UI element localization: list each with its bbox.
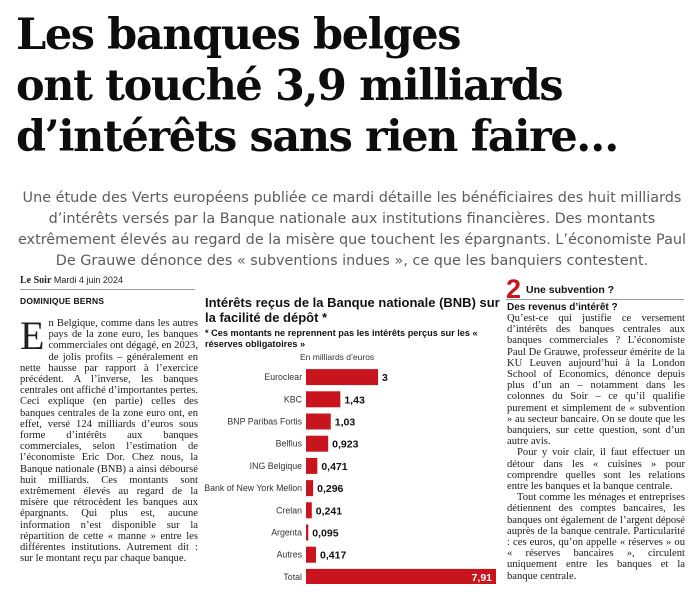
- publication-meta: Le Soir Mardi 4 juin 2024: [20, 275, 123, 286]
- value-label: 0,095: [312, 528, 338, 540]
- author-byline: DOMINIQUE BERNS: [20, 296, 105, 306]
- value-label: 1,43: [344, 394, 365, 406]
- value-label: 0,471: [321, 461, 347, 473]
- article-text: n Belgique, comme dans les autres pays d…: [20, 318, 198, 565]
- article-headline: Les banques belges ont touché 3,9 millia…: [16, 10, 686, 163]
- divider: [506, 299, 684, 300]
- drop-cap: E: [20, 313, 45, 358]
- value-label: 0,417: [320, 550, 346, 562]
- category-label: Crelan: [276, 505, 302, 515]
- divider: [20, 289, 195, 290]
- article-lead: Une étude des Verts européens publiée ce…: [17, 190, 687, 269]
- sidebar-paragraph: Qu’est-ce qui justifie ce versement d’in…: [507, 313, 685, 448]
- bar: [306, 457, 318, 474]
- bar: [306, 524, 309, 541]
- chart-footnote: * Ces montants ne reprennent pas les int…: [205, 328, 478, 349]
- value-label: 1,03: [335, 417, 356, 429]
- value-label: 0,296: [317, 483, 343, 495]
- category-label: Bank of New York Mellon: [204, 483, 302, 493]
- bar: [306, 502, 312, 519]
- category-label: Euroclear: [264, 372, 302, 382]
- value-label: 3: [382, 372, 388, 384]
- category-label: Autres: [277, 550, 303, 560]
- sidebar-number: 2: [506, 274, 522, 304]
- category-label: ING Belgique: [250, 461, 302, 471]
- category-label: Total: [283, 572, 302, 582]
- publication-name: Le Soir: [20, 275, 52, 286]
- category-label: Argenta: [271, 528, 302, 538]
- publication-date: Mardi 4 juin 2024: [53, 275, 123, 285]
- sidebar-paragraph: Tout comme les ménages et entreprises dé…: [507, 492, 685, 582]
- value-label: 0,923: [332, 439, 358, 451]
- sidebar-body: Qu’est-ce qui justifie ce versement d’in…: [507, 313, 685, 582]
- bar: [306, 413, 331, 430]
- bar: [306, 391, 341, 408]
- bar: [306, 435, 329, 452]
- sidebar-question: Des revenus d’intérêt ?: [507, 302, 618, 313]
- headline-line: d’intérêts sans rien faire…: [16, 112, 619, 162]
- bar: [306, 480, 314, 497]
- headline-line: ont touché 3,9 milliards: [16, 61, 564, 111]
- category-label: Belfius: [276, 439, 303, 449]
- headline-line: Les banques belges: [16, 10, 461, 60]
- bar-chart: Euroclear 3 KBC 1,43 BNP Paribas Fortis 1,03 B…: [204, 369, 496, 584]
- chart-unit-label: En milliards d’euros: [300, 352, 375, 362]
- category-label: KBC: [284, 394, 303, 404]
- category-label: BNP Paribas Fortis: [227, 417, 302, 427]
- bar: [306, 568, 496, 584]
- value-label: 7,91: [472, 572, 493, 584]
- chart-title: Intérêts reçus de la Banque nationale (B…: [205, 295, 500, 325]
- value-label: 0,241: [316, 505, 342, 517]
- sidebar-paragraph: Pour y voir clair, il faut effectuer un …: [507, 447, 685, 493]
- bar: [306, 546, 317, 563]
- sidebar-kicker: Une subvention ?: [526, 284, 615, 296]
- bar: [306, 369, 379, 386]
